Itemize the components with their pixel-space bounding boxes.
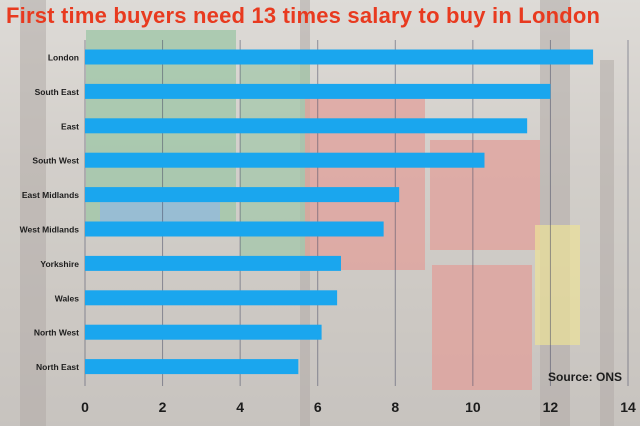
x-tick-label: 10	[465, 399, 481, 415]
bar	[85, 83, 551, 99]
bar	[85, 324, 322, 340]
x-tick-label: 4	[236, 399, 244, 415]
category-label: North East	[36, 362, 79, 372]
category-label: Yorkshire	[40, 259, 79, 269]
bar	[85, 187, 400, 203]
chart-title: First time buyers need 13 times salary t…	[6, 3, 601, 28]
x-tick-label: 2	[159, 399, 167, 415]
category-label: East Midlands	[22, 190, 79, 200]
source-label: Source: ONS	[547, 370, 622, 384]
category-label: North West	[34, 328, 79, 338]
x-tick-label: 6	[314, 399, 322, 415]
x-tick-label: 14	[620, 399, 636, 415]
category-label: London	[48, 53, 79, 63]
category-label: West Midlands	[20, 225, 80, 235]
x-tick-label: 12	[543, 399, 559, 415]
category-label: South West	[32, 156, 79, 166]
bar	[85, 359, 299, 375]
bar	[85, 255, 341, 271]
bar	[85, 221, 384, 237]
bar	[85, 118, 528, 134]
bar	[85, 290, 338, 306]
category-label: East	[61, 121, 79, 131]
category-label: South East	[35, 87, 80, 97]
x-tick-label: 0	[81, 399, 89, 415]
bar	[85, 49, 594, 65]
x-tick-label: 8	[391, 399, 399, 415]
bar	[85, 152, 485, 168]
category-label: Wales	[55, 293, 80, 303]
